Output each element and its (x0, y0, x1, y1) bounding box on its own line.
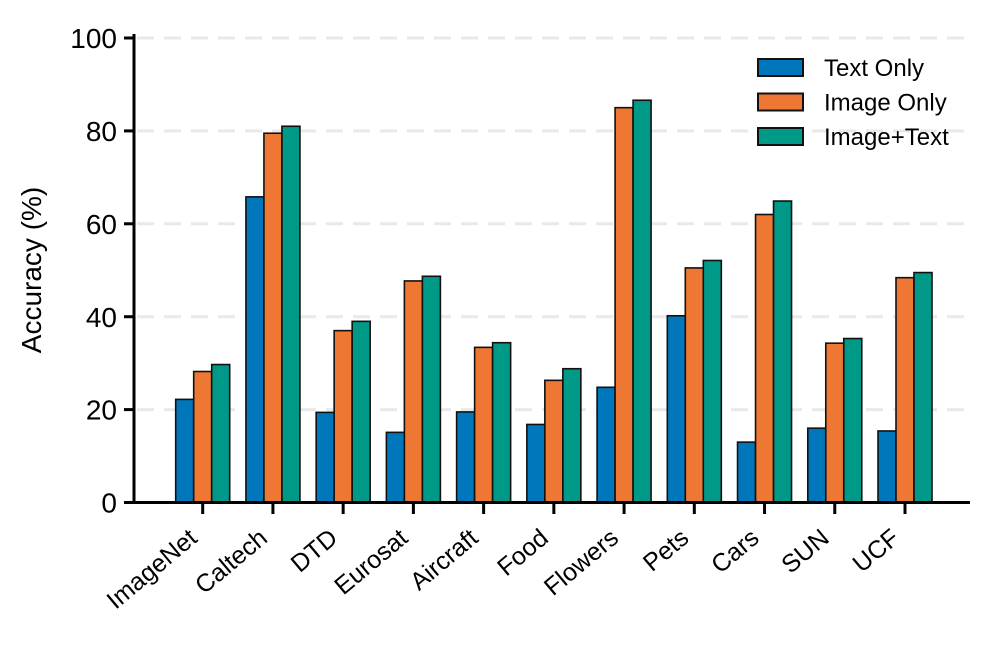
y-axis-label: Accuracy (%) (16, 187, 47, 353)
y-tick-label-80: 80 (86, 116, 117, 147)
bar-cars-image-only (754, 213, 775, 504)
bar-sun-image-text (842, 337, 863, 504)
bar-caltech-image-text (281, 125, 301, 504)
bar-pets-text-only (666, 314, 687, 504)
bar-food-text-only (526, 423, 546, 504)
y-tick-label-0: 0 (101, 488, 117, 519)
x-tick-label-dtd: DTD (286, 524, 343, 578)
x-tick-label-ucf: UCF (847, 524, 904, 578)
bar-imagenet-image-text (210, 363, 231, 504)
y-tick-label-20: 20 (86, 395, 117, 426)
x-tick-label-pets: Pets (638, 524, 694, 578)
x-tick-label-caltech: Caltech (190, 524, 273, 600)
bar-aircraft-text-only (455, 411, 476, 504)
bar-aircraft-image-text (491, 341, 512, 504)
legend-label-image-text: Image+Text (824, 124, 949, 151)
bar-dtd-image-text (351, 320, 371, 504)
y-tick-label-40: 40 (86, 302, 117, 333)
x-tick-label-sun: SUN (776, 524, 834, 579)
bar-eurosat-image-text (421, 275, 442, 504)
legend-label-image-only: Image Only (824, 90, 947, 117)
legend-label-text-only: Text Only (824, 55, 924, 82)
x-tick-label-imagenet: ImageNet (102, 524, 203, 615)
bar-caltech-text-only (245, 196, 265, 504)
bar-flowers-text-only (596, 386, 616, 504)
bar-imagenet-image-only (192, 370, 213, 504)
bar-dtd-text-only (315, 411, 335, 504)
bar-eurosat-image-only (403, 280, 424, 504)
legend-swatch-text-only (757, 58, 804, 77)
x-tick-label-cars: Cars (706, 524, 764, 579)
bar-imagenet-text-only (174, 398, 195, 504)
bar-ucf-text-only (877, 430, 897, 504)
x-tick-label-flowers: Flowers (539, 524, 624, 602)
x-tick-label-eurosat: Eurosat (329, 524, 413, 601)
bar-pets-image-text (702, 259, 723, 504)
bar-eurosat-text-only (385, 431, 406, 504)
bar-caltech-image-only (263, 132, 283, 504)
bar-pets-image-only (684, 267, 705, 504)
bar-flowers-image-only (614, 106, 634, 504)
bar-cars-image-text (772, 200, 793, 504)
bar-ucf-image-text (913, 271, 933, 504)
bar-sun-image-only (824, 342, 845, 504)
legend-swatch-image-text (757, 127, 804, 146)
y-tick-label-100: 100 (70, 23, 117, 54)
bar-food-image-only (544, 379, 564, 504)
bar-aircraft-image-only (473, 346, 494, 504)
bar-dtd-image-only (333, 329, 353, 504)
x-tick-label-aircraft: Aircraft (405, 524, 484, 596)
bar-flowers-image-text (632, 99, 652, 504)
legend-swatch-image-only (757, 92, 804, 112)
bar-food-image-text (562, 367, 582, 504)
x-tick-label-food: Food (492, 524, 554, 582)
bar-ucf-image-only (895, 276, 915, 504)
y-tick-label-60: 60 (86, 209, 117, 240)
bar-sun-text-only (806, 427, 827, 504)
bar-cars-text-only (736, 441, 757, 504)
